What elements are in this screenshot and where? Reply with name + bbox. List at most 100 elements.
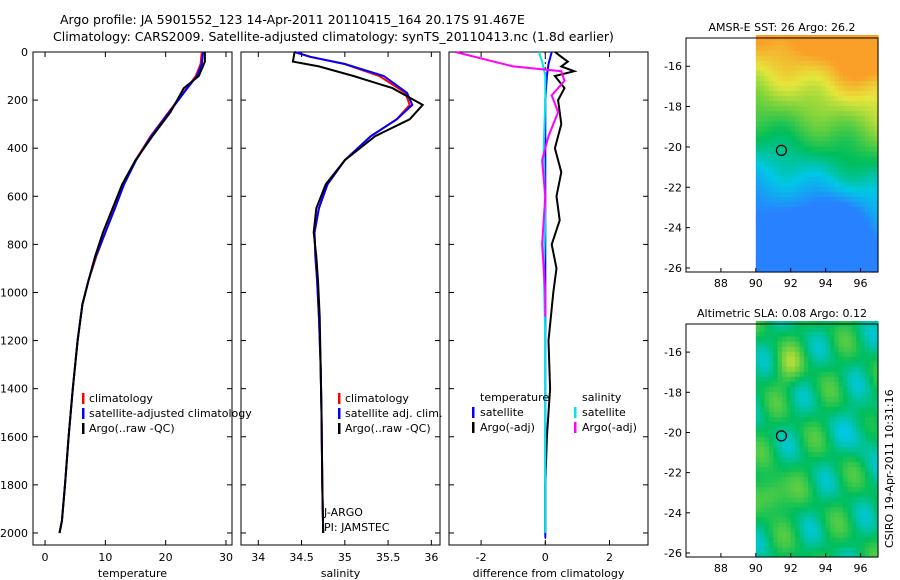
sst-heatmap-cell xyxy=(838,201,844,207)
sst-heatmap-cell xyxy=(777,55,783,61)
sst-heatmap-cell xyxy=(834,45,840,51)
sla-heatmap-cell xyxy=(860,516,866,523)
sla-heatmap-cell xyxy=(869,531,875,538)
sst-heatmap-cell xyxy=(777,241,783,248)
sla-heatmap-cell xyxy=(864,536,870,543)
sst-heatmap-cell xyxy=(864,231,870,238)
sst-heatmap-cell xyxy=(847,256,853,263)
sla-heatmap-cell xyxy=(830,376,835,382)
sla-heatmap-cell xyxy=(760,336,766,342)
sst-heatmap-cell xyxy=(777,186,783,192)
sla-heatmap-cell xyxy=(777,506,783,513)
sla-heatmap-cell xyxy=(755,326,761,332)
sst-heatmap-cell xyxy=(834,105,840,112)
sla-heatmap-cell xyxy=(834,411,840,417)
sst-heatmap-cell xyxy=(843,125,849,132)
sst-heatmap-cell xyxy=(816,40,822,46)
sla-heatmap-cell xyxy=(856,371,862,377)
sst-heatmap-cell xyxy=(864,161,870,167)
sla-heatmap-cell xyxy=(843,386,849,392)
sst-heatmap-cell xyxy=(760,171,766,177)
sst-heatmap-cell xyxy=(768,161,774,167)
sla-heatmap-cell xyxy=(790,346,796,352)
sst-heatmap-cell xyxy=(768,140,774,147)
sst-heatmap-cell xyxy=(808,45,814,51)
sst-heatmap-cell xyxy=(838,100,844,107)
sst-heatmap-cell xyxy=(860,55,866,61)
sst-heatmap-cell xyxy=(808,161,814,167)
sst-heatmap-cell xyxy=(825,211,831,218)
sst-heatmap-cell xyxy=(843,261,849,268)
sst-heatmap-cell xyxy=(799,120,805,127)
sst-heatmap-cell xyxy=(777,90,783,96)
sla-heatmap-cell xyxy=(790,436,796,443)
sla-heatmap-cell xyxy=(782,511,787,518)
sla-heatmap-cell xyxy=(795,456,801,463)
sla-heatmap-cell xyxy=(786,391,792,397)
sla-heatmap-cell xyxy=(773,486,779,493)
sla-heatmap-cell xyxy=(773,466,779,473)
sla-heatmap-cell xyxy=(847,366,853,372)
difference-legend-label: satellite xyxy=(480,406,524,419)
sst-heatmap-cell xyxy=(803,236,809,243)
sla-heatmap-cell xyxy=(808,396,814,402)
sst-heatmap-cell xyxy=(768,80,774,86)
sla-heatmap-cell xyxy=(760,441,766,448)
sst-heatmap-cell xyxy=(873,176,879,182)
sla-heatmap-cell xyxy=(838,511,844,518)
sst-heatmap-cell xyxy=(790,140,796,147)
sla-heatmap-cell xyxy=(825,486,831,493)
sla-heatmap-cell xyxy=(764,466,770,473)
sla-heatmap-cell xyxy=(860,491,866,498)
sst-heatmap-cell xyxy=(860,196,866,202)
sla-heatmap-cell xyxy=(790,366,796,372)
sla-heatmap-cell xyxy=(847,526,853,533)
sla-heatmap-cell xyxy=(843,421,849,427)
sst-heatmap-cell xyxy=(856,95,862,102)
sla-heatmap-cell xyxy=(773,526,779,533)
sla-heatmap-cell xyxy=(790,396,796,402)
sst-heatmap-cell xyxy=(764,221,770,228)
sst-heatmap-cell xyxy=(838,145,844,152)
sla-heatmap-cell xyxy=(790,456,796,463)
sla-heatmap-cell xyxy=(838,531,844,538)
sla-heatmap-cell xyxy=(803,346,809,352)
sst-heatmap-cell xyxy=(856,166,862,172)
sst-heatmap-cell xyxy=(856,261,862,268)
sla-heatmap-cell xyxy=(782,461,787,468)
temperature-ytick-label: 1800 xyxy=(0,479,28,492)
sst-heatmap-cell xyxy=(760,216,766,223)
sla-heatmap-cell xyxy=(760,511,766,518)
sla-heatmap-cell xyxy=(821,361,827,367)
sst-heatmap-cell xyxy=(869,130,875,137)
sst-heatmap-cell xyxy=(834,171,840,177)
sst-heatmap-cell xyxy=(777,156,783,162)
sla-heatmap-cell xyxy=(782,471,787,478)
sst-heatmap-cell xyxy=(851,130,857,137)
sst-heatmap-cell xyxy=(786,267,792,273)
sla-heatmap-cell xyxy=(860,406,866,412)
sla-heatmap-cell xyxy=(795,351,801,357)
sla-heatmap-cell xyxy=(825,351,831,357)
sst-heatmap-cell xyxy=(760,105,766,112)
sla-heatmap-cell xyxy=(825,526,831,533)
sla-heatmap-cell xyxy=(799,446,805,453)
sst-heatmap-cell xyxy=(869,231,875,238)
sla-heatmap-cell xyxy=(760,366,766,372)
sla-heatmap-cell xyxy=(864,416,870,422)
sst-heatmap-cell xyxy=(782,156,787,162)
sla-heatmap-cell xyxy=(795,426,801,432)
sla-heatmap-cell xyxy=(838,476,844,483)
sst-heatmap-cell xyxy=(851,251,857,258)
sst-heatmap-cell xyxy=(869,75,875,81)
sla-heatmap-cell xyxy=(821,456,827,463)
sla-heatmap-cell xyxy=(803,471,809,478)
sla-heatmap-cell xyxy=(851,481,857,488)
sla-heatmap-cell xyxy=(773,491,779,498)
sla-heatmap-cell xyxy=(851,552,857,558)
sst-heatmap-cell xyxy=(808,196,814,202)
sst-heatmap-cell xyxy=(864,176,870,182)
sst-heatmap-cell xyxy=(803,196,809,202)
sst-heatmap-cell xyxy=(860,267,866,273)
sla-heatmap-cell xyxy=(764,476,770,483)
